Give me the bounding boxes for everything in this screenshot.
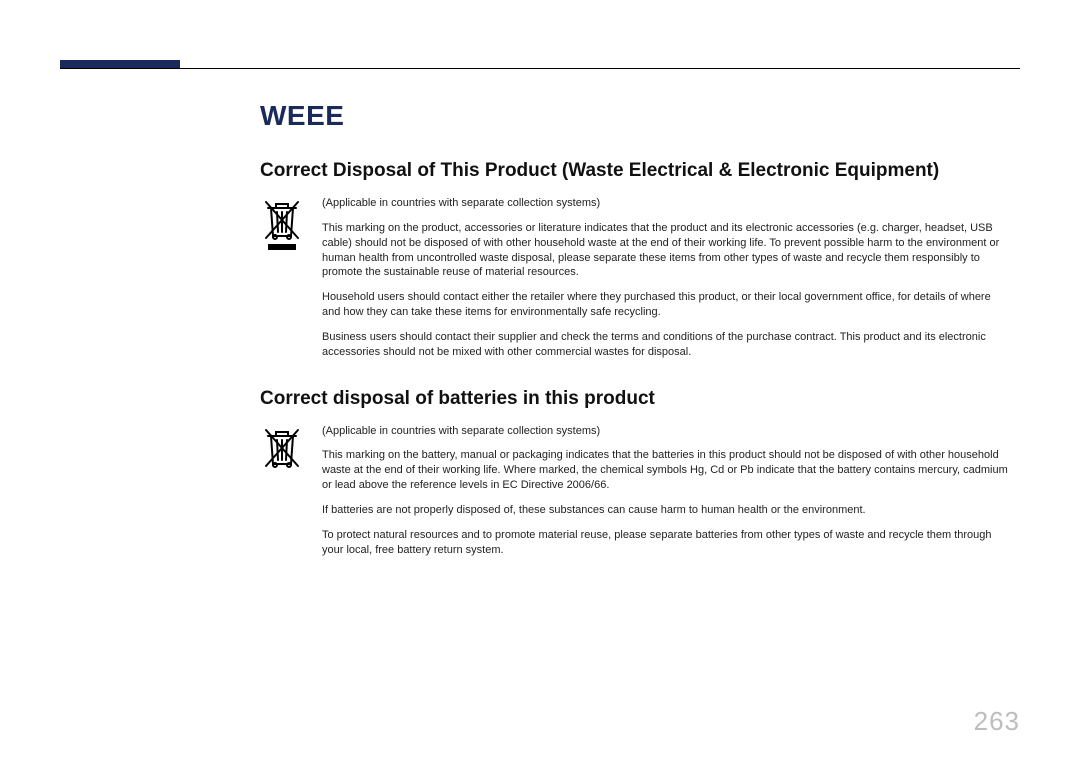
weee-bin-icon: [262, 424, 302, 468]
body-paragraph: This marking on the battery, manual or p…: [322, 448, 1010, 493]
body-paragraph: If batteries are not properly disposed o…: [322, 503, 1010, 518]
icon-column: [260, 196, 304, 250]
body-paragraph: To protect natural resources and to prom…: [322, 528, 1010, 558]
icon-column: [260, 424, 304, 468]
weee-bin-icon: [262, 196, 302, 240]
header-accent-bar: [60, 60, 180, 68]
body-paragraph: (Applicable in countries with separate c…: [322, 196, 1010, 211]
page-number: 263: [974, 706, 1020, 737]
header-rule: [60, 68, 1020, 69]
page-title: WEEE: [260, 100, 1010, 132]
section-block: (Applicable in countries with separate c…: [260, 424, 1010, 558]
text-column: (Applicable in countries with separate c…: [322, 424, 1010, 558]
body-paragraph: (Applicable in countries with separate c…: [322, 424, 1010, 439]
section-heading: Correct disposal of batteries in this pr…: [260, 388, 1010, 410]
body-paragraph: Household users should contact either th…: [322, 290, 1010, 320]
section-heading: Correct Disposal of This Product (Waste …: [260, 160, 1010, 182]
section-block: (Applicable in countries with separate c…: [260, 196, 1010, 360]
text-column: (Applicable in countries with separate c…: [322, 196, 1010, 360]
content-area: WEEE Correct Disposal of This Product (W…: [260, 100, 1020, 558]
body-paragraph: Business users should contact their supp…: [322, 330, 1010, 360]
document-page: WEEE Correct Disposal of This Product (W…: [0, 0, 1080, 763]
body-paragraph: This marking on the product, accessories…: [322, 221, 1010, 280]
weee-underline-bar: [268, 244, 296, 250]
